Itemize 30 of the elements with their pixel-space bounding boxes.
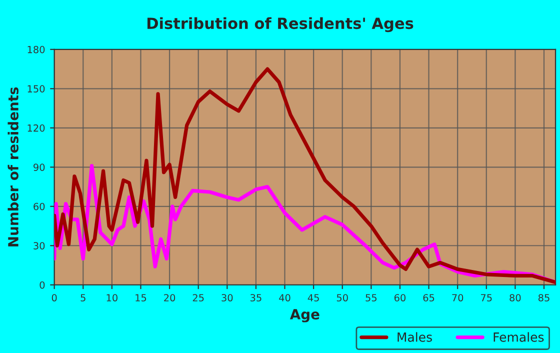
y-tick-label: 120 <box>28 124 45 132</box>
x-tick-label: 20 <box>164 294 176 302</box>
legend-label: Females <box>494 332 544 342</box>
x-tick-label: 70 <box>452 294 464 302</box>
y-tick-label: 60 <box>34 202 45 210</box>
x-tick-label: 35 <box>250 294 262 302</box>
y-tick-label: 30 <box>34 242 45 250</box>
y-tick-label: 180 <box>28 46 45 54</box>
x-tick-label: 0 <box>52 294 57 302</box>
chart-title: Distribution of Residents' Ages <box>147 17 414 32</box>
x-tick-label: 15 <box>136 294 146 302</box>
x-tick-label: 60 <box>394 294 406 302</box>
x-axis-title: Age <box>290 309 320 322</box>
x-tick-label: 25 <box>192 294 204 302</box>
y-tick-label: 150 <box>28 85 45 92</box>
x-tick-label: 50 <box>336 294 348 302</box>
x-tick-label: 55 <box>366 294 377 302</box>
x-tick-label: 45 <box>308 294 319 302</box>
x-tick-label: 65 <box>423 294 434 302</box>
y-axis-title: Number of residents <box>8 87 18 246</box>
legend-label: Males <box>398 332 432 342</box>
x-tick-label: 30 <box>222 294 233 302</box>
x-tick-label: 75 <box>481 294 492 302</box>
x-tick-label: 80 <box>510 294 521 302</box>
x-tick-label: 5 <box>80 294 86 302</box>
x-tick-label: 10 <box>106 294 118 302</box>
y-tick-label: 0 <box>40 281 45 289</box>
x-tick-label: 85 <box>538 294 550 302</box>
x-tick-label: 40 <box>279 294 290 302</box>
y-tick-label: 90 <box>34 164 45 171</box>
